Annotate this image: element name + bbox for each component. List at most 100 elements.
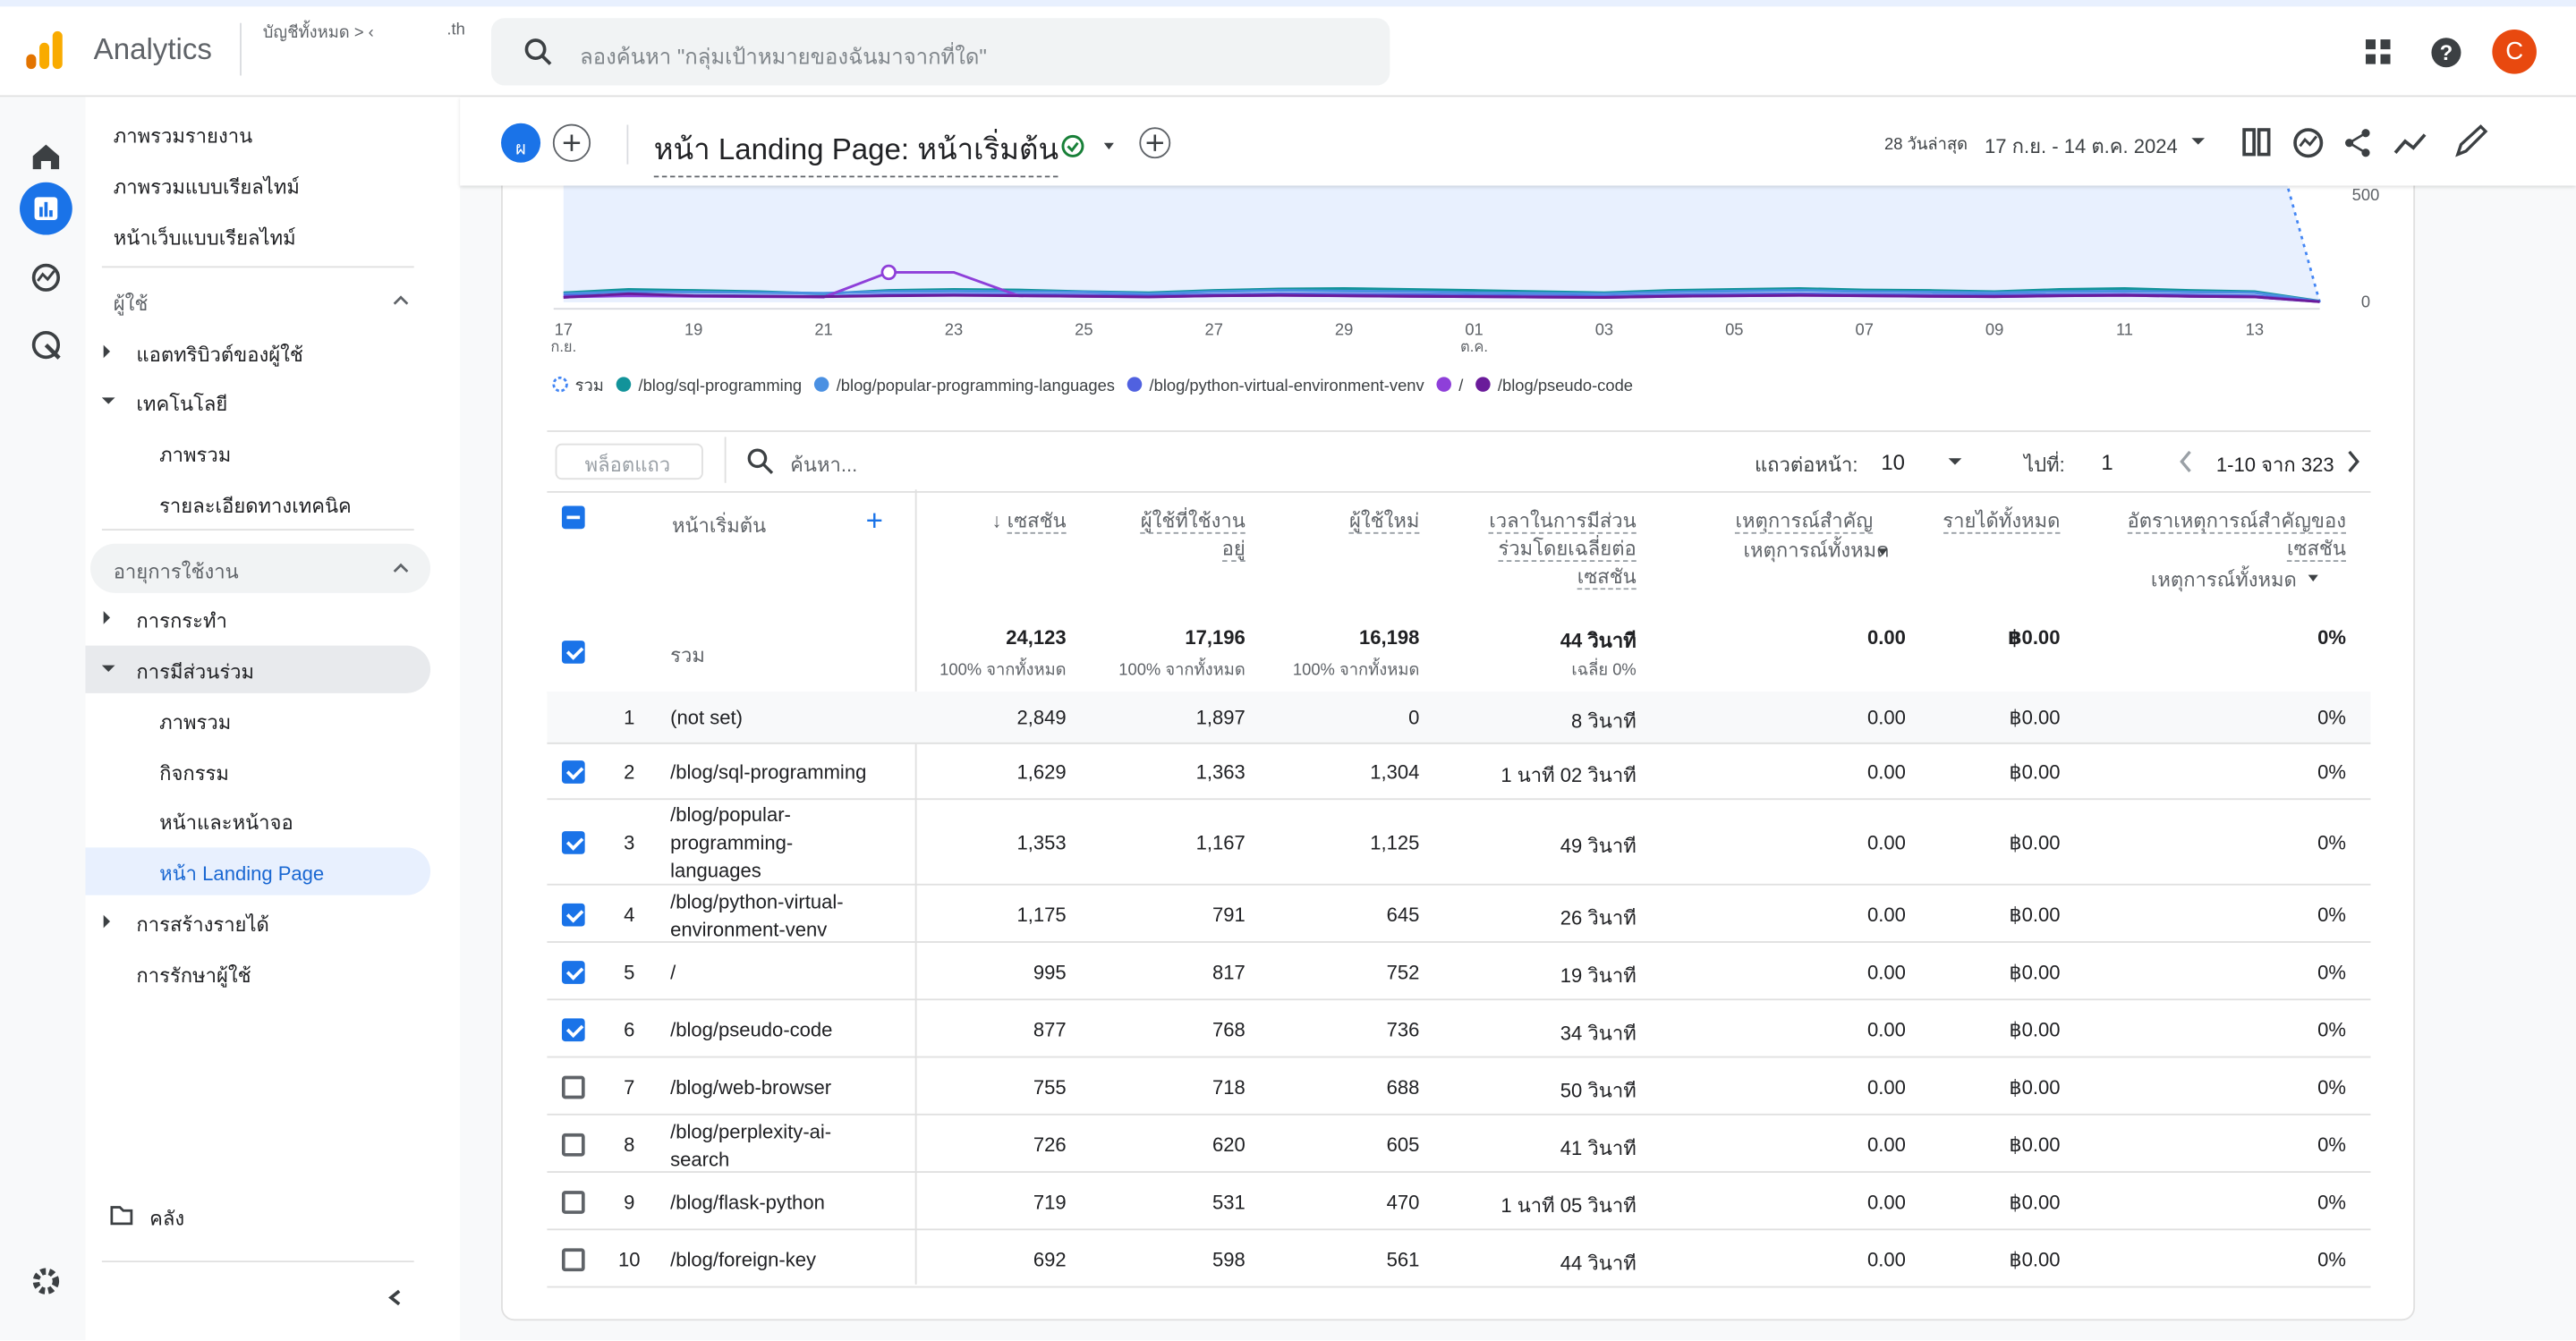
account-path[interactable]: บัญชีทั้งหมด > ‹ bbox=[262, 24, 374, 43]
row-value: 2,849 bbox=[1016, 706, 1067, 730]
column-header[interactable]: เวลาในการมีส่วนร่วมโดยเฉลี่ยต่อเซสชัน bbox=[1489, 507, 1637, 591]
table-search-icon bbox=[747, 448, 774, 474]
row-page[interactable]: /blog/foreign-key bbox=[670, 1247, 817, 1271]
row-page[interactable]: /blog/web-browser bbox=[670, 1074, 832, 1099]
avatar[interactable] bbox=[2492, 30, 2537, 74]
row-value: 0.00 bbox=[1866, 760, 1906, 784]
row-page[interactable]: /blog/popular-programming-languages bbox=[670, 802, 794, 882]
row-page[interactable]: / bbox=[670, 960, 676, 983]
date-range[interactable]: 17 ก.ย. - 14 ต.ค. 2024 bbox=[1985, 134, 2178, 158]
row-checkbox[interactable] bbox=[561, 960, 585, 983]
nav-item[interactable]: ภาพรวมแบบเรียลไทม์ bbox=[113, 175, 300, 199]
column-header[interactable]: ผู้ใช้ใหม่ bbox=[1298, 507, 1420, 535]
row-checkbox[interactable] bbox=[561, 831, 585, 854]
legend-swatch bbox=[1436, 377, 1451, 392]
legend-swatch bbox=[552, 376, 568, 393]
column-header-text: เหตุการณ์สำคัญ bbox=[1735, 509, 1874, 534]
row-checkbox[interactable] bbox=[561, 760, 585, 784]
row-page[interactable]: /blog/flask-python bbox=[670, 1190, 825, 1213]
date-prefix: 28 วันล่าสุด bbox=[1884, 136, 1968, 155]
property-suffix[interactable]: .th bbox=[446, 21, 465, 40]
row-value: 0% bbox=[2317, 1247, 2346, 1271]
nav-item[interactable]: หน้าเว็บแบบเรียลไทม์ bbox=[113, 226, 296, 250]
row-index: 8 bbox=[624, 1132, 635, 1156]
search-box[interactable] bbox=[490, 18, 1390, 86]
row-value: 0.00 bbox=[1866, 1190, 1906, 1213]
x-tick-label: 07 bbox=[1855, 320, 1873, 339]
rows-per-page[interactable]: 10 bbox=[1881, 450, 1905, 475]
row-checkbox[interactable] bbox=[561, 1247, 585, 1271]
x-tick-label: 27 bbox=[1205, 320, 1223, 339]
row-value: 718 bbox=[1211, 1074, 1245, 1099]
nav-item-active[interactable]: หน้า Landing Page bbox=[159, 861, 325, 886]
advertising-icon[interactable] bbox=[31, 330, 61, 360]
x-tick-label: 09 bbox=[1985, 320, 2003, 339]
help-icon[interactable]: ? bbox=[2430, 36, 2463, 69]
nav-item[interactable]: แอตทริบิวต์ของผู้ใช้ bbox=[136, 343, 303, 367]
nav-item[interactable]: การกระทำ bbox=[136, 609, 227, 632]
row-value: 692 bbox=[1033, 1247, 1067, 1271]
nav-item[interactable]: ภาพรวม bbox=[159, 443, 232, 467]
nav-item[interactable]: การสร้างรายได้ bbox=[136, 912, 269, 937]
x-tick-label: 05 bbox=[1725, 320, 1743, 339]
nav-item[interactable]: การรักษาผู้ใช้ bbox=[136, 963, 251, 988]
search-icon bbox=[524, 38, 552, 65]
row-value: 0.00 bbox=[1866, 831, 1906, 854]
column-header[interactable]: ผู้ใช้ที่ใช้งานอยู่ bbox=[1130, 507, 1245, 563]
column-header-text: อัตราเหตุการณ์สำคัญของเซสชัน bbox=[2127, 509, 2346, 562]
column-header[interactable]: เหตุการณ์สำคัญ bbox=[1692, 507, 1874, 535]
column-subheader[interactable]: เหตุการณ์ทั้งหมด bbox=[2150, 568, 2297, 591]
nav-section[interactable]: อายุการใช้งาน bbox=[113, 560, 239, 583]
nav-item[interactable]: รายละเอียดทางเทคนิค bbox=[159, 494, 352, 518]
apps-icon[interactable] bbox=[2362, 36, 2395, 69]
total-area bbox=[563, 164, 2320, 302]
nav-item[interactable]: เทคโนโลยี bbox=[136, 392, 228, 416]
table-row bbox=[547, 800, 2371, 886]
nav-item[interactable]: ภาพรวม bbox=[159, 711, 232, 734]
row-value: 791 bbox=[1211, 902, 1245, 926]
product-name: Analytics bbox=[93, 32, 212, 66]
row-checkbox[interactable] bbox=[561, 1074, 585, 1099]
row-page[interactable]: /blog/python-virtual-environment-venv bbox=[670, 889, 844, 941]
row-value: 817 bbox=[1211, 960, 1245, 983]
settings-icon[interactable] bbox=[32, 1268, 60, 1294]
row-value: 561 bbox=[1386, 1247, 1420, 1271]
column-header[interactable]: อัตราเหตุการณ์สำคัญของเซสชัน bbox=[2120, 507, 2346, 563]
column-header[interactable]: รายได้ทั้งหมด bbox=[1939, 507, 2060, 535]
explore-icon[interactable] bbox=[31, 263, 61, 292]
x-tick-label: 03 bbox=[1595, 320, 1613, 339]
report-title[interactable]: หน้า Landing Page: หน้าเริ่มต้น bbox=[653, 125, 1059, 178]
row-checkbox[interactable] bbox=[561, 1017, 585, 1041]
row-checkbox[interactable] bbox=[561, 1132, 585, 1156]
row-page[interactable]: (not set) bbox=[670, 706, 743, 730]
home-icon[interactable] bbox=[32, 144, 60, 170]
totals-value: ฿0.00 bbox=[2008, 625, 2061, 649]
row-checkbox[interactable] bbox=[561, 1190, 585, 1213]
table-search[interactable]: ค้นหา... bbox=[790, 453, 858, 477]
nav-item[interactable]: คลัง bbox=[149, 1207, 185, 1231]
plot-rows-button[interactable] bbox=[555, 443, 703, 480]
row-value: 41 วินาที bbox=[1560, 1135, 1637, 1159]
row-page[interactable]: /blog/perplexity-ai-search bbox=[670, 1119, 832, 1171]
nav-item[interactable]: หน้าและหน้าจอ bbox=[159, 811, 293, 835]
nav-item[interactable]: กิจกรรม bbox=[159, 761, 229, 785]
totals-checkbox[interactable] bbox=[561, 641, 585, 664]
column-subheader[interactable]: เหตุการณ์ทั้งหมด bbox=[1743, 539, 1890, 562]
comparison-badge[interactable] bbox=[501, 123, 541, 163]
nav-item[interactable]: การมีส่วนร่วม bbox=[136, 660, 255, 683]
row-value: 0.00 bbox=[1866, 1017, 1906, 1041]
row-value: 0.00 bbox=[1866, 1074, 1906, 1099]
add-dimension[interactable]: + bbox=[865, 504, 883, 538]
legend-swatch bbox=[616, 377, 632, 392]
row-page[interactable]: /blog/sql-programming bbox=[670, 760, 867, 784]
row-value: ฿0.00 bbox=[2009, 1017, 2061, 1041]
column-header[interactable]: หน้าเริ่มต้น bbox=[671, 513, 767, 538]
row-checkbox[interactable] bbox=[561, 902, 585, 926]
column-header[interactable]: ↓ เซสชัน bbox=[991, 509, 1067, 534]
nav-section[interactable]: ผู้ใช้ bbox=[113, 292, 149, 316]
row-page[interactable]: /blog/pseudo-code bbox=[670, 1017, 833, 1041]
table-toolbar bbox=[547, 430, 2371, 493]
nav-item[interactable]: ภาพรวมรายงาน bbox=[113, 124, 253, 149]
goto-page[interactable]: 1 bbox=[2101, 450, 2113, 475]
